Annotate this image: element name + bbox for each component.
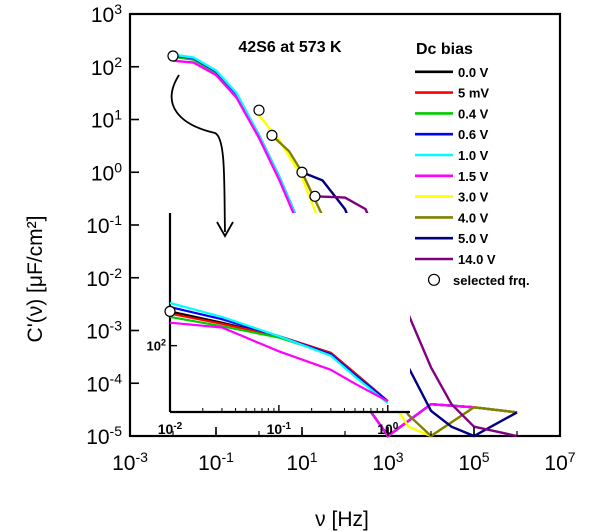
legend-label: 3.0 V [458,190,489,205]
selection-arrow [170,74,226,233]
legend-selected-label: selected frq. [453,273,530,288]
y-tick-label: 10-5 [86,423,122,449]
x-tick-label: 101 [286,449,317,475]
y-axis-label: C'(ν) [μF/cm²] [24,216,47,343]
inset-plot: 10-2 10-1 100 102 [147,213,410,437]
legend: Dc bias 0.0 V 5 mV 0.4 V 0.6 V 1.0 V 1.5 V 3.0 … [415,41,530,288]
legend-label: 5 mV [458,86,489,101]
y-tick-label: 10-4 [86,370,122,396]
selected-point-4 [296,166,308,178]
y-tick-label: 10-1 [86,212,122,238]
selected-point-1 [167,50,179,62]
y-tick-label: 102 [91,54,122,80]
inset-x-tick-label: 100 [377,421,399,438]
legend-label: 0.4 V [458,106,489,121]
legend-label: 1.5 V [458,169,489,184]
x-axis-label: ν [Hz] [315,508,369,531]
inset-series-line-1-0-v [169,301,389,405]
legend-label: 1.0 V [458,148,489,163]
y-tick-label: 10-3 [86,318,122,344]
selected-point-5 [309,190,321,202]
inset-series-line-1-5-v [169,321,389,403]
main-plot: 10-3 10-1 101 103 105 107 10-5 10-4 10-3 10-2 10-1… [86,1,576,475]
legend-label: 14.0 V [458,252,496,267]
selected-point-2 [253,104,265,116]
inset-x-tick-label: 10-1 [267,421,292,438]
legend-label: 5.0 V [458,231,489,246]
chart-title: 42S6 at 573 K [238,39,342,56]
legend-label: 0.6 V [458,127,489,142]
inset-y-tick-label: 102 [147,338,166,354]
legend-title: Dc bias [416,41,473,58]
y-tick-label: 101 [91,107,122,133]
x-tick-label: 107 [544,449,575,475]
legend-label: 0.0 V [458,65,489,80]
x-tick-label: 10-1 [198,449,234,475]
inset-selected-point [164,305,176,317]
x-tick-label: 10-3 [112,449,148,475]
y-tick-label: 10-2 [86,265,122,291]
inset-x-tick-label: 10-2 [158,421,183,438]
legend-label: 4.0 V [458,210,489,225]
x-tick-label: 105 [458,449,489,475]
legend-selected-marker [427,273,441,286]
inset-background [170,213,410,412]
y-tick-label: 100 [91,159,122,185]
x-tick-label: 103 [372,449,403,475]
selected-point-3 [266,129,278,141]
y-tick-label: 103 [91,1,122,27]
selection-arrowhead [216,221,234,238]
